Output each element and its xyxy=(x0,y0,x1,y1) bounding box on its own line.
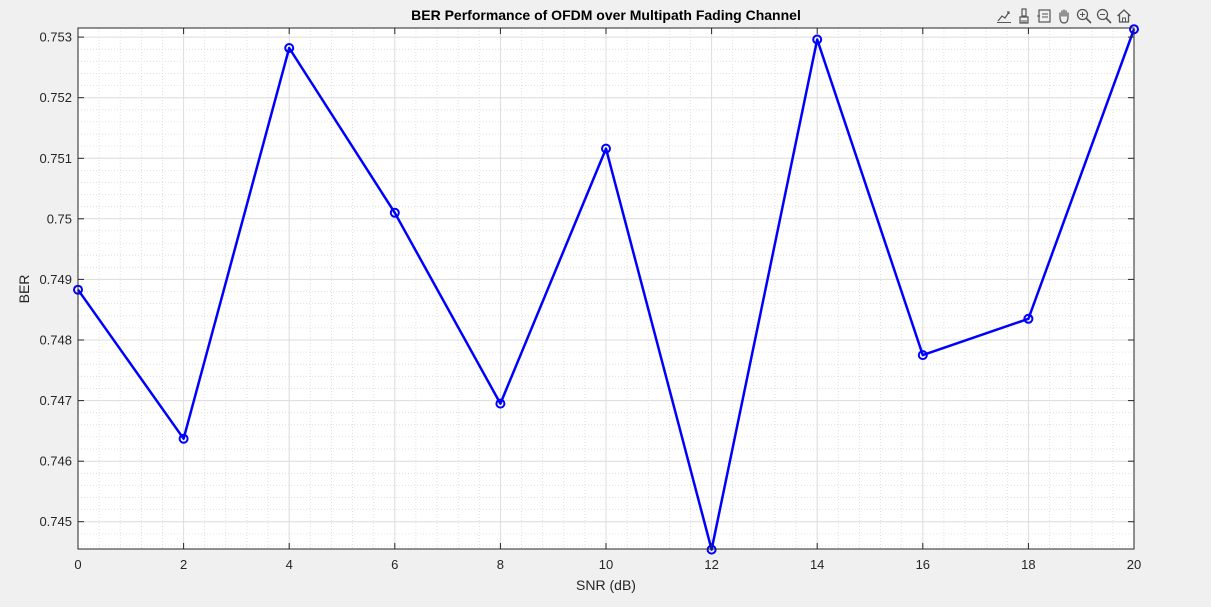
datatip-icon xyxy=(1037,9,1051,23)
x-tick-label: 16 xyxy=(916,557,930,572)
y-tick-label: 0.752 xyxy=(39,90,72,105)
y-tick-label: 0.753 xyxy=(39,30,72,45)
x-tick-label: 12 xyxy=(704,557,718,572)
x-axis-label: SNR (dB) xyxy=(576,577,636,593)
data-point xyxy=(1023,313,1034,324)
home-icon xyxy=(1117,9,1131,23)
y-axis-label: BER xyxy=(16,275,32,304)
zoom-in-icon xyxy=(1076,8,1092,24)
zoom-in-button[interactable] xyxy=(1075,6,1093,26)
y-tick-label: 0.749 xyxy=(39,272,72,287)
x-tick-label: 20 xyxy=(1127,557,1141,572)
x-tick-label: 4 xyxy=(286,557,293,572)
home-button[interactable] xyxy=(1115,6,1133,26)
data-point xyxy=(389,207,400,218)
x-tick-label: 14 xyxy=(810,557,824,572)
export-button[interactable] xyxy=(995,6,1013,26)
y-tick-label: 0.751 xyxy=(39,151,72,166)
pan-hand-icon xyxy=(1059,9,1069,24)
axes-toolbar xyxy=(995,5,1133,27)
pan-button[interactable] xyxy=(1055,6,1073,26)
brush-icon xyxy=(1019,8,1029,24)
zoom-out-button[interactable] xyxy=(1095,6,1113,26)
series-line xyxy=(76,28,1136,551)
x-tick-label: 0 xyxy=(74,557,81,572)
x-tick-labels: 0 2 4 6 8 10 12 14 16 18 20 xyxy=(74,557,1141,572)
data-point xyxy=(284,43,295,53)
zoom-out-icon xyxy=(1096,8,1112,24)
x-tick-label: 8 xyxy=(497,557,504,572)
data-point xyxy=(812,34,823,45)
y-tick-label: 0.75 xyxy=(47,211,72,226)
chart-title: BER Performance of OFDM over Multipath F… xyxy=(411,7,801,23)
x-tick-label: 18 xyxy=(1021,557,1035,572)
x-tick-label: 10 xyxy=(599,557,613,572)
data-point xyxy=(495,398,506,409)
data-point xyxy=(601,143,611,154)
data-point xyxy=(178,433,189,444)
y-tick-labels: 0.745 0.746 0.747 0.748 0.749 0.75 0.751 0.752 0… xyxy=(39,30,72,530)
y-tick-label: 0.745 xyxy=(39,514,72,529)
data-point xyxy=(917,350,928,361)
y-tick-label: 0.747 xyxy=(39,393,72,408)
brush-button[interactable] xyxy=(1015,6,1033,26)
y-tick-label: 0.748 xyxy=(39,333,72,348)
y-tick-label: 0.746 xyxy=(39,454,72,469)
ticks xyxy=(77,28,1135,549)
datatip-button[interactable] xyxy=(1035,6,1053,26)
export-icon xyxy=(997,11,1011,23)
x-tick-label: 6 xyxy=(391,557,398,572)
x-tick-label: 2 xyxy=(180,557,187,572)
